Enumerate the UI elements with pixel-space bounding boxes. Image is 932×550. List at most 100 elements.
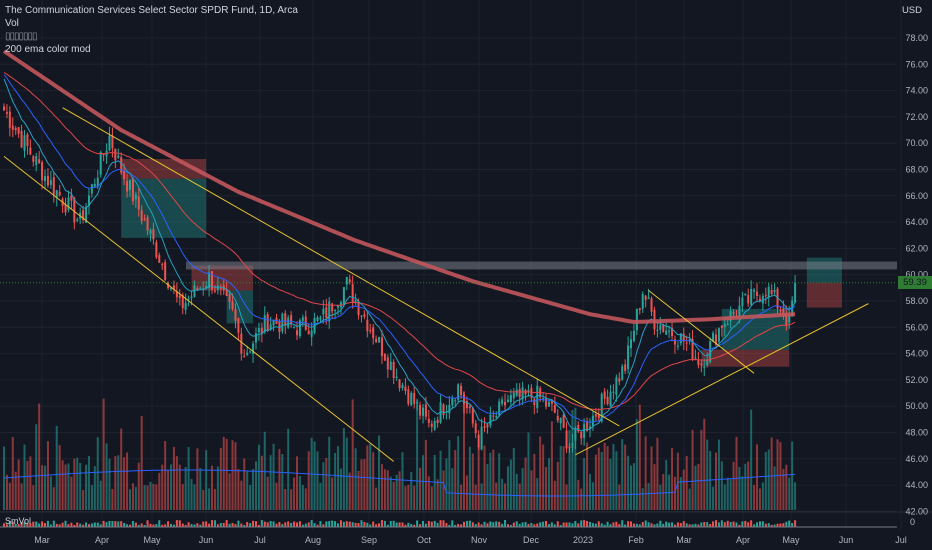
volume-bar	[199, 468, 202, 510]
candle-body	[331, 303, 334, 312]
y-tick-label: 54.00	[905, 349, 928, 359]
candle-body	[756, 291, 759, 297]
smvol-bar	[380, 520, 383, 527]
smvol-bar	[495, 521, 498, 527]
candle-body	[187, 298, 190, 300]
candle-body	[378, 336, 381, 343]
candle-body	[612, 391, 615, 393]
smvol-bar	[671, 522, 674, 527]
candle-body	[228, 294, 231, 302]
candle-body	[128, 180, 131, 190]
volume-bar	[234, 442, 237, 510]
smvol-bar	[49, 524, 52, 527]
candle-body	[140, 210, 143, 222]
volume-bar	[243, 458, 246, 510]
candle-body	[263, 315, 266, 333]
candle-body	[463, 394, 466, 405]
candle-body	[114, 148, 117, 161]
smvol-bar	[618, 524, 621, 527]
x-tick-label: Sep	[361, 535, 377, 545]
y-tick-label: 72.00	[905, 112, 928, 122]
smvol-bar	[773, 524, 776, 527]
smvol-bar	[767, 523, 770, 527]
candle-body	[296, 330, 298, 336]
candle-body	[76, 219, 79, 221]
smvol-bar	[366, 522, 369, 527]
smvol-bar	[571, 523, 574, 527]
candle-body	[392, 362, 395, 379]
volume-bar	[589, 473, 591, 510]
candle-body	[216, 285, 219, 290]
ema-mid-line	[3, 74, 796, 423]
volume-bar	[87, 455, 90, 510]
volume-bar	[758, 488, 761, 510]
smvol-bar	[492, 522, 495, 527]
smvol-bar	[14, 523, 17, 527]
candle-body	[665, 330, 668, 335]
candle-body	[85, 206, 88, 223]
volume-bar	[741, 476, 744, 510]
volume-bar	[213, 489, 216, 510]
volume-bar	[35, 424, 38, 510]
smvol-bar	[738, 524, 741, 527]
smvol-bar	[196, 523, 199, 527]
volume-bar	[782, 468, 785, 510]
volume-bar	[44, 465, 47, 510]
smvol-bar	[712, 521, 715, 527]
candle-body	[395, 376, 398, 379]
smvol-bar	[647, 522, 650, 527]
smvol-bar	[750, 520, 753, 527]
smvol-bar	[8, 520, 11, 527]
smvol-bar	[421, 520, 424, 527]
candle-body	[454, 400, 457, 402]
volume-bar	[360, 459, 363, 510]
candle-body	[334, 310, 337, 312]
smvol-bar	[430, 521, 433, 527]
volume-bar	[506, 466, 509, 510]
smvol-bar	[735, 522, 738, 527]
vol-label[interactable]: Vol	[5, 18, 19, 29]
volume-bar	[398, 471, 401, 510]
volume-bar	[615, 451, 618, 510]
candle-body	[170, 287, 173, 290]
smvol-bar	[3, 523, 5, 527]
volume-bar	[161, 464, 164, 510]
smvol-bar	[785, 521, 788, 527]
volume-bar	[521, 468, 524, 510]
smvol-bar	[457, 524, 460, 527]
candle-body	[682, 333, 685, 342]
chart-title[interactable]: The Communication Services Select Sector…	[5, 5, 298, 16]
volume-bar	[764, 452, 767, 510]
y-axis[interactable]: 78.00 76.00 74.00 72.00 70.00 68.00 66.00 64.00…	[905, 33, 928, 527]
smvol-bar	[161, 524, 164, 527]
smvol-bar	[703, 522, 706, 527]
smvol-bar	[600, 523, 603, 527]
volume-bar	[454, 450, 457, 510]
volume-bar	[41, 465, 44, 510]
ema-indicator-label[interactable]: 200 ema color mod	[5, 44, 91, 55]
volume-bar	[559, 445, 562, 510]
smvol-bar	[448, 524, 451, 527]
smvol-bar	[559, 524, 562, 527]
volume-bar	[583, 458, 586, 510]
candle-body	[301, 317, 304, 321]
candle-body	[8, 111, 11, 128]
y-tick-label: 70.00	[905, 138, 928, 148]
volume-bar	[380, 464, 383, 510]
smvol-bar	[128, 524, 131, 527]
volume-bar	[539, 436, 542, 510]
smvol-bar	[243, 524, 246, 527]
volume-bar	[706, 439, 709, 510]
x-axis[interactable]: Mar Apr May Jun Jul Aug Sep Oct Nov Dec 2023 Feb Mar…	[34, 535, 907, 545]
candle-body	[284, 313, 287, 326]
currency-label: USD	[901, 5, 922, 16]
candle-body	[205, 285, 208, 289]
smvol-label[interactable]: SmVol	[5, 516, 32, 526]
candle-body	[389, 361, 392, 371]
candle-body	[594, 414, 597, 417]
candle-body	[712, 332, 715, 342]
smvol-bar	[152, 524, 155, 527]
x-tick-label: May	[143, 535, 161, 545]
volume-bar	[164, 441, 167, 510]
